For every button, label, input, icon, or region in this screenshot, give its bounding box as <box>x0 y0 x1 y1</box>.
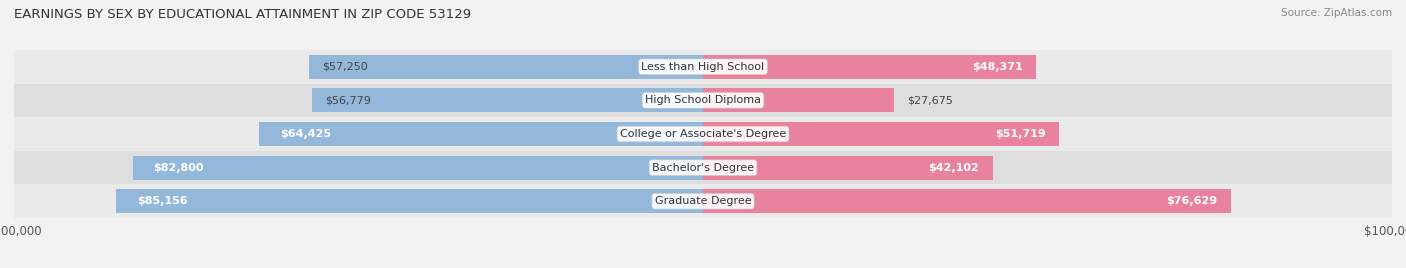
Text: $27,675: $27,675 <box>907 95 953 105</box>
Text: $42,102: $42,102 <box>928 163 979 173</box>
Bar <box>14 50 1392 84</box>
Text: $51,719: $51,719 <box>995 129 1046 139</box>
Bar <box>312 88 703 113</box>
Text: High School Diploma: High School Diploma <box>645 95 761 105</box>
Text: $48,371: $48,371 <box>972 62 1022 72</box>
Bar <box>14 84 1392 117</box>
Bar <box>132 155 703 180</box>
Bar <box>703 88 894 113</box>
Text: College or Associate's Degree: College or Associate's Degree <box>620 129 786 139</box>
Text: EARNINGS BY SEX BY EDUCATIONAL ATTAINMENT IN ZIP CODE 53129: EARNINGS BY SEX BY EDUCATIONAL ATTAINMEN… <box>14 8 471 21</box>
Text: $56,779: $56,779 <box>326 95 371 105</box>
Text: $85,156: $85,156 <box>136 196 187 206</box>
Bar <box>14 151 1392 184</box>
Text: Bachelor's Degree: Bachelor's Degree <box>652 163 754 173</box>
Bar <box>703 55 1036 79</box>
Bar <box>703 189 1230 213</box>
Text: $57,250: $57,250 <box>322 62 368 72</box>
Bar <box>703 122 1059 146</box>
Text: $64,425: $64,425 <box>280 129 330 139</box>
Bar <box>117 189 703 213</box>
Text: $82,800: $82,800 <box>153 163 204 173</box>
Bar <box>703 155 993 180</box>
Text: Source: ZipAtlas.com: Source: ZipAtlas.com <box>1281 8 1392 18</box>
Bar <box>14 184 1392 218</box>
Bar <box>14 117 1392 151</box>
Bar <box>259 122 703 146</box>
Text: Graduate Degree: Graduate Degree <box>655 196 751 206</box>
Bar <box>308 55 703 79</box>
Text: Less than High School: Less than High School <box>641 62 765 72</box>
Text: $76,629: $76,629 <box>1166 196 1218 206</box>
